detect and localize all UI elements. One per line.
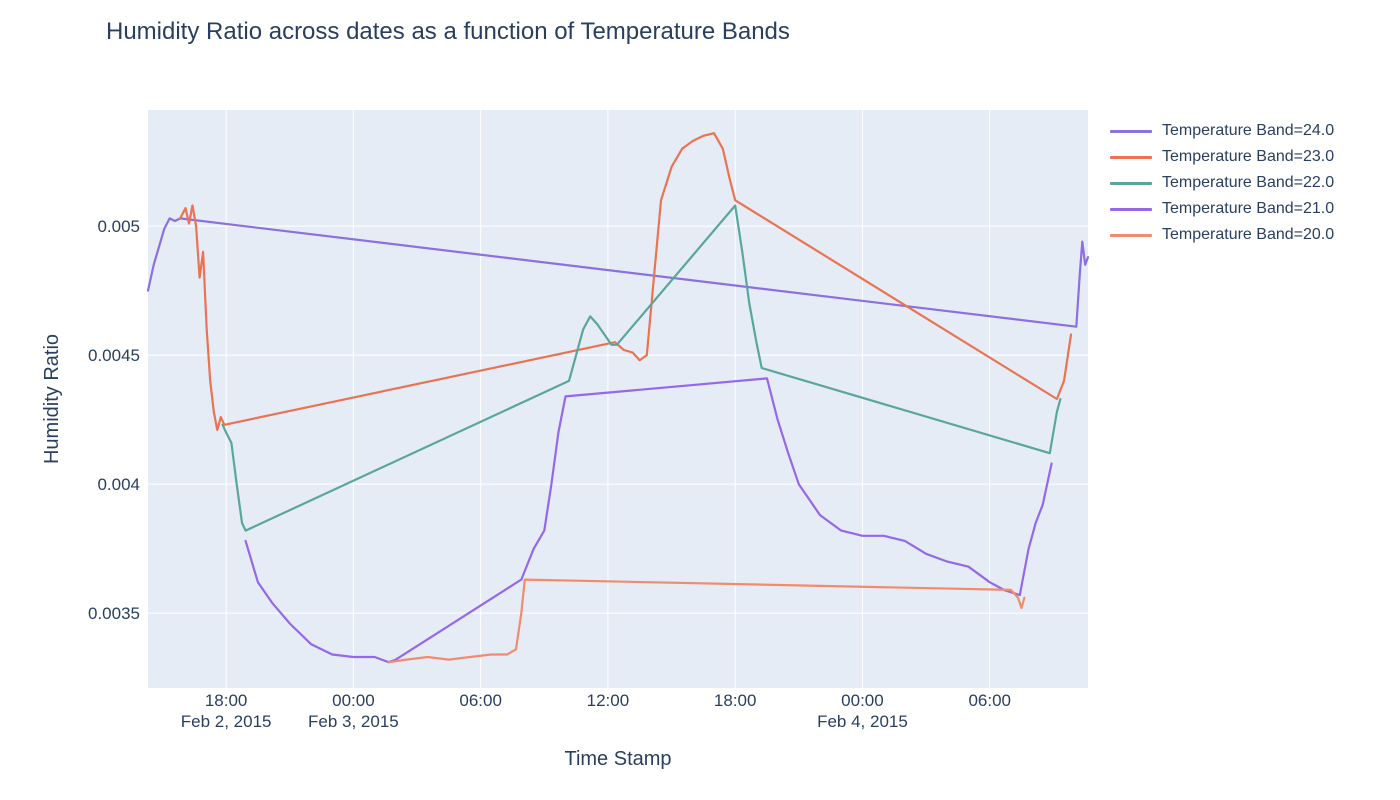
series-line-0[interactable] — [146, 217, 1090, 328]
x-tick-label: 00:00 — [332, 691, 375, 710]
legend-swatch — [1110, 155, 1152, 159]
x-tick-label: 18:00 — [205, 691, 248, 710]
series-line-4[interactable] — [387, 578, 1026, 664]
x-tick-label: 18:00 — [714, 691, 757, 710]
series-line-3[interactable] — [244, 377, 1053, 664]
x-tick-date-label: Feb 3, 2015 — [308, 712, 399, 731]
x-tick-label: 06:00 — [968, 691, 1011, 710]
tick-layer: 18:00 Feb 2, 2015 00:00 Feb 3, 2015 06:00 12:… — [88, 217, 1011, 731]
legend-label: Temperature Band=22.0 — [1162, 174, 1335, 191]
series-line-1[interactable] — [179, 132, 1073, 432]
legend-item-1[interactable]: Temperature Band=23.0 — [1110, 144, 1334, 170]
y-tick-label: 0.004 — [97, 475, 140, 494]
y-tick-label: 0.0045 — [88, 346, 140, 365]
legend-label: Temperature Band=20.0 — [1162, 226, 1335, 243]
y-axis-title: Humidity Ratio — [41, 334, 63, 464]
legend-swatch — [1110, 129, 1152, 133]
chart-title: Humidity Ratio across dates as a functio… — [106, 18, 790, 45]
y-tick-label: 0.0035 — [88, 604, 140, 623]
series-layer — [146, 132, 1090, 664]
x-tick-date-label: Feb 4, 2015 — [817, 712, 908, 731]
x-tick-label: 06:00 — [459, 691, 502, 710]
legend-item-4[interactable]: Temperature Band=20.0 — [1110, 222, 1334, 248]
x-tick-date-label: Feb 2, 2015 — [181, 712, 272, 731]
x-tick-label: 12:00 — [587, 691, 630, 710]
legend-item-2[interactable]: Temperature Band=22.0 — [1110, 170, 1334, 196]
legend-label: Temperature Band=21.0 — [1162, 200, 1335, 217]
legend-item-0[interactable]: Temperature Band=24.0 — [1110, 118, 1334, 144]
legend-swatch — [1110, 181, 1152, 185]
legend-label: Temperature Band=23.0 — [1162, 148, 1335, 165]
x-tick-label: 00:00 — [841, 691, 884, 710]
legend-label: Temperature Band=24.0 — [1162, 122, 1335, 139]
legend-item-3[interactable]: Temperature Band=21.0 — [1110, 196, 1334, 222]
legend: Temperature Band=24.0 Temperature Band=23… — [1110, 118, 1334, 248]
legend-swatch — [1110, 233, 1152, 237]
plot-area[interactable] — [148, 110, 1088, 688]
legend-swatch — [1110, 207, 1152, 211]
y-tick-label: 0.005 — [97, 217, 140, 236]
series-line-2[interactable] — [221, 204, 1062, 532]
x-axis-title: Time Stamp — [564, 748, 671, 770]
